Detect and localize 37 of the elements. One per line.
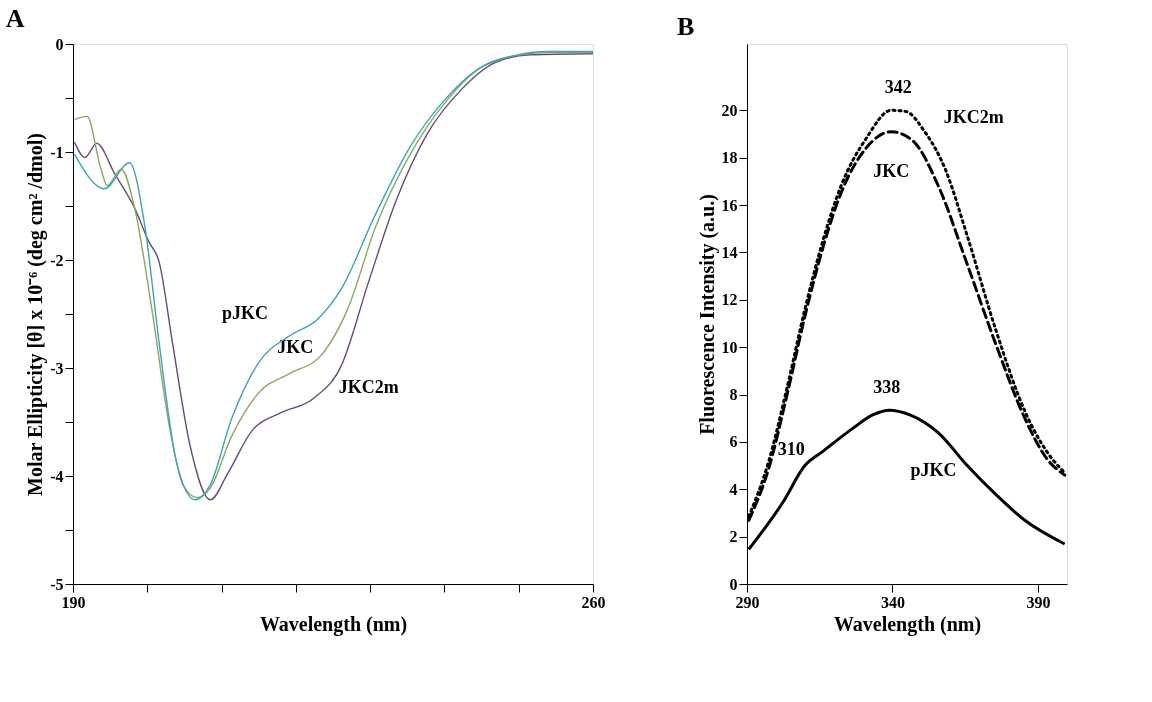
y-tick-label: 16 bbox=[721, 196, 738, 214]
y-tick-label: 12 bbox=[721, 291, 738, 309]
y-tick-label: 20 bbox=[721, 101, 738, 119]
y-tick-label: 4 bbox=[729, 480, 738, 498]
y-tick-label: -5 bbox=[50, 575, 64, 593]
y-tick-label: 0 bbox=[729, 575, 738, 593]
y-tick-label: 6 bbox=[729, 433, 738, 451]
x-tick-label: 290 bbox=[735, 593, 760, 611]
y-tick-label: 2 bbox=[729, 528, 738, 546]
series-label: pJKC bbox=[221, 302, 268, 323]
annotation: 342 bbox=[884, 77, 912, 98]
x-axis-title: Wavelength (nm) bbox=[259, 612, 408, 636]
y-tick-label: -1 bbox=[50, 143, 64, 161]
y-tick-label: 0 bbox=[55, 35, 64, 53]
y-tick-label: 8 bbox=[729, 386, 738, 404]
chart-title: A bbox=[5, 4, 25, 33]
y-tick-label: 14 bbox=[721, 243, 738, 261]
x-tick-label: 190 bbox=[61, 593, 86, 611]
y-tick-label: 18 bbox=[721, 149, 738, 167]
annotation: 310 bbox=[777, 438, 805, 459]
x-tick-label: 390 bbox=[1026, 593, 1051, 611]
series-label: JKC bbox=[277, 337, 314, 358]
annotation: 338 bbox=[873, 377, 901, 398]
x-tick-label: 260 bbox=[581, 593, 606, 611]
series-label: JKC bbox=[873, 160, 910, 181]
y-tick-label: -2 bbox=[50, 251, 64, 269]
x-tick-label: 340 bbox=[880, 593, 905, 611]
y-axis-title: Molar Ellipticity [θ] x 10⁻⁶ (deg cm² /dmol) bbox=[24, 133, 48, 496]
x-axis-title: Wavelength (nm) bbox=[833, 612, 982, 636]
series-label: JKC2m bbox=[338, 377, 399, 398]
series-label: JKC2m bbox=[943, 107, 1004, 128]
y-axis-title: Fluorescence Intensity (a.u.) bbox=[695, 194, 719, 435]
series-label: pJKC bbox=[910, 459, 957, 480]
y-tick-label: -4 bbox=[50, 467, 64, 485]
y-tick-label: -3 bbox=[50, 359, 64, 377]
chart-title: B bbox=[677, 12, 695, 41]
y-tick-label: 10 bbox=[721, 338, 738, 356]
